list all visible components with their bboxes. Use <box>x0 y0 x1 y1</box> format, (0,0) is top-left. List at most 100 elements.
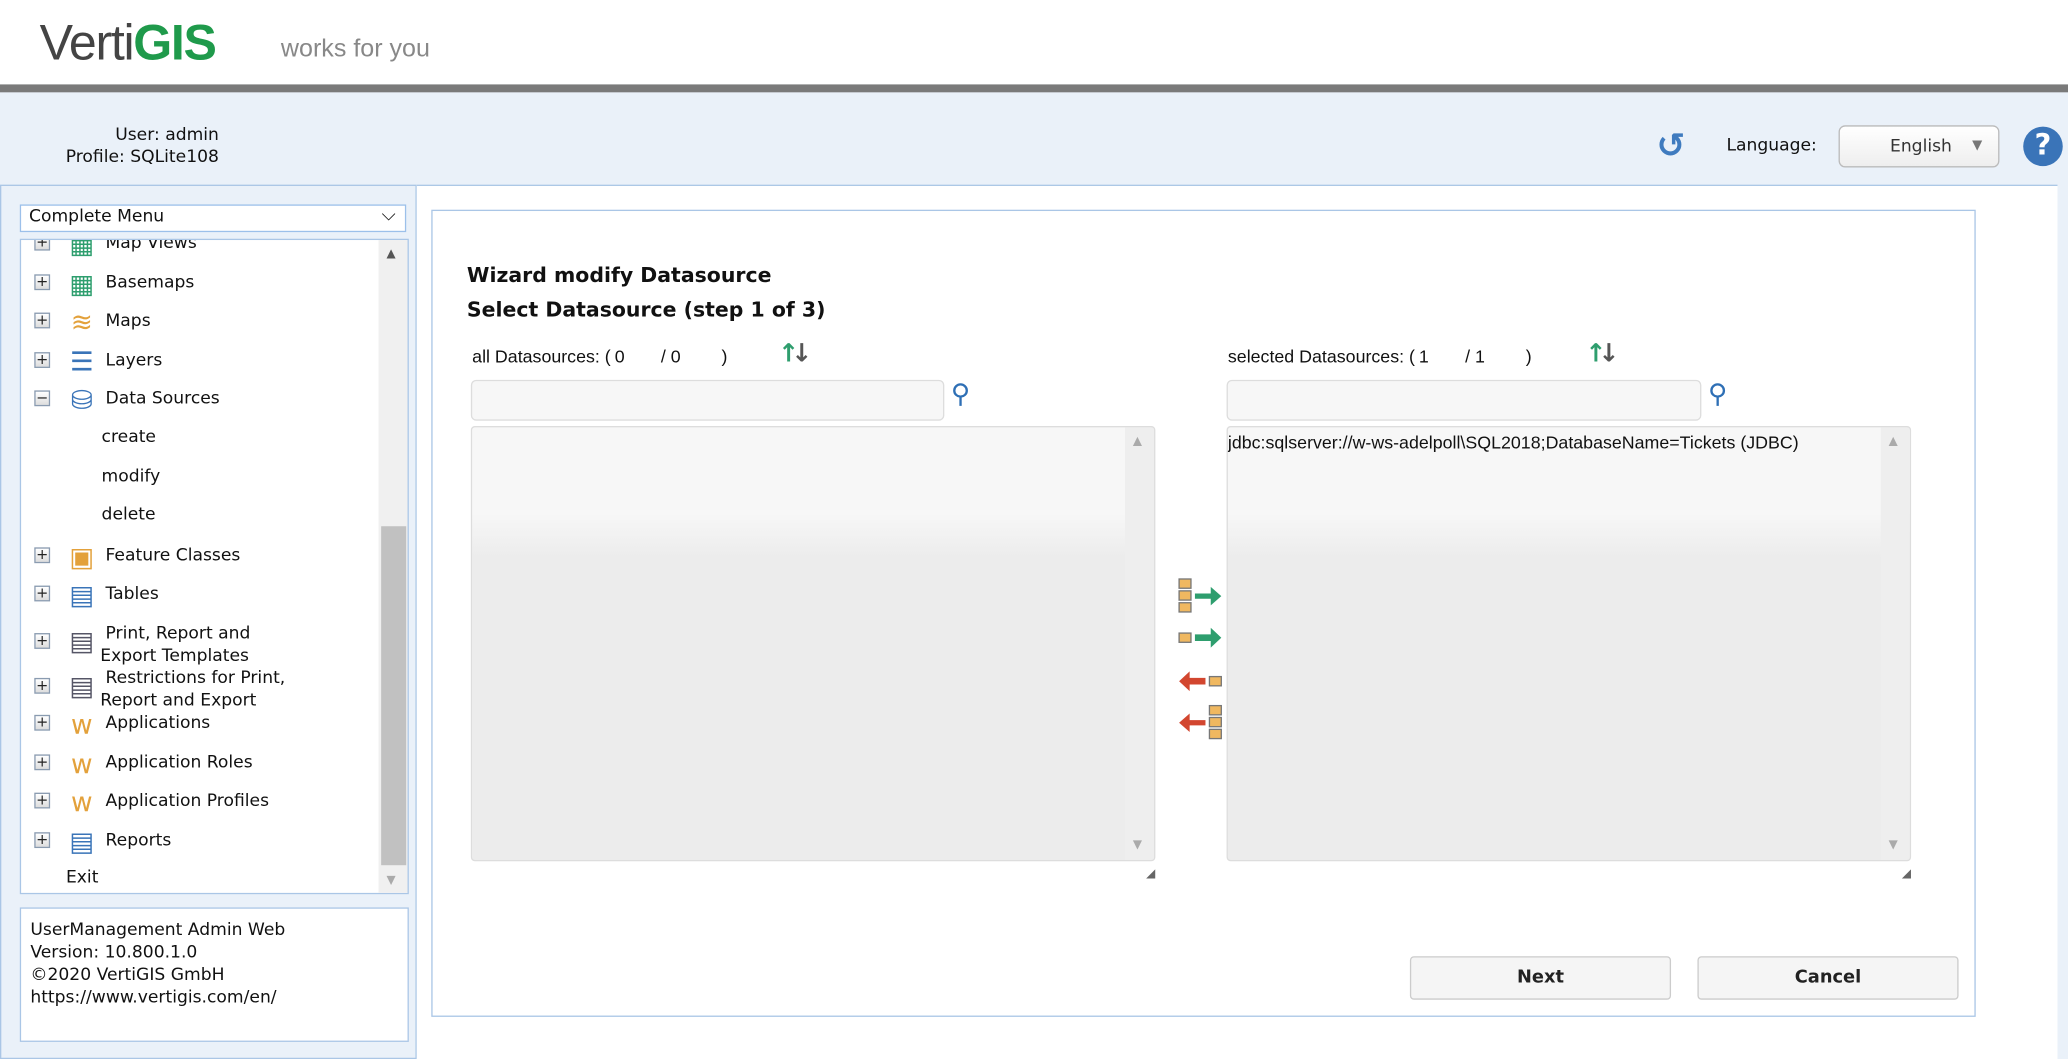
menu-item-label: Map Views <box>105 238 197 254</box>
next-button[interactable]: Next <box>1409 956 1672 1000</box>
menu-item-map-views[interactable]: + ▦ Map Views <box>21 238 377 260</box>
menu-item-layers[interactable]: + ☰ Layers <box>21 344 377 377</box>
menu-item-restrictions[interactable]: + ▤ Restrictions for Print, Report and Expo… <box>21 662 377 711</box>
all-datasources-list[interactable]: ▲ ▼ <box>470 426 1156 862</box>
expand-icon[interactable]: + <box>34 350 51 368</box>
list-scrollbar[interactable]: ▲ ▼ <box>1125 427 1155 860</box>
list-scrollbar[interactable]: ▲ ▼ <box>1880 427 1910 860</box>
language-label: Language: <box>1726 135 1817 156</box>
move-selected-right-icon[interactable] <box>1176 625 1223 651</box>
menu-item-application-profiles[interactable]: + w Application Profiles <box>21 785 377 818</box>
expand-icon[interactable]: + <box>34 791 51 809</box>
menu-item-maps[interactable]: + ≋ Maps <box>21 305 377 338</box>
all-total-count: 0 <box>670 346 681 367</box>
menu-item-reports[interactable]: + ▤ Reports <box>21 824 377 858</box>
app-version: Version: 10.800.1.0 <box>30 943 198 963</box>
search-icon[interactable]: ⚲ <box>950 377 971 409</box>
menu-item-label: Data Sources <box>105 389 220 410</box>
user-info: User: admin Profile: SQLite108 <box>40 124 219 169</box>
menu-item-label: Application Profiles <box>105 791 270 812</box>
expand-icon[interactable]: + <box>34 676 51 694</box>
selected-datasources-list[interactable]: jdbc:sqlserver://w-ws-adelpoll\SQL2018;D… <box>1226 426 1912 862</box>
menu-item-label: Applications <box>105 713 211 734</box>
move-all-left-icon[interactable] <box>1176 704 1223 741</box>
selected-shown-count: 1 <box>1418 346 1429 367</box>
sep: / <box>660 346 666 367</box>
language-select[interactable]: English ▼ <box>1838 125 2000 168</box>
submenu-item-delete[interactable]: delete <box>101 505 156 526</box>
expand-icon[interactable]: + <box>34 545 51 563</box>
sort-icon[interactable]: ↑↓ <box>1585 338 1619 368</box>
tagline: works for you <box>280 35 430 64</box>
submenu-item-modify[interactable]: modify <box>101 466 161 487</box>
menu-item-label: Reports <box>105 830 172 851</box>
scroll-up-icon[interactable]: ▲ <box>386 247 396 262</box>
menu-item-tables[interactable]: + ▤ Tables <box>21 578 377 612</box>
submenu-item-create[interactable]: create <box>101 427 157 448</box>
move-all-right-icon[interactable] <box>1176 578 1223 615</box>
tree-scrollbar[interactable]: ▲ ▼ <box>378 240 408 893</box>
data-sources-icon: ⛁ <box>70 384 93 416</box>
menu-tree: + ▦ Map Views + ▦ Basemaps + ≋ Maps + ☰ Layers − ⛁ Dat… <box>19 238 409 895</box>
menu-item-basemaps[interactable]: + ▦ Basemaps <box>21 266 377 299</box>
all-shown-count: 0 <box>614 346 625 367</box>
expand-icon[interactable]: + <box>34 272 51 290</box>
app-info: UserManagement Admin Web Version: 10.800… <box>19 907 409 1042</box>
selected-datasources-header: selected Datasources: (1/ 1) <box>1228 347 1532 367</box>
scroll-thumb[interactable] <box>381 526 407 866</box>
menu-item-label: Restrictions for Print, <box>105 668 286 689</box>
expand-icon[interactable]: + <box>34 311 51 329</box>
scroll-down-icon[interactable]: ▼ <box>386 874 396 888</box>
resize-grip-icon[interactable]: ◢ <box>1146 867 1156 882</box>
collapse-icon[interactable]: − <box>34 389 51 407</box>
reports-icon: ▤ <box>69 825 95 858</box>
header: VertiGIS works for you <box>0 0 2068 85</box>
scroll-up-icon[interactable]: ▲ <box>1132 435 1143 449</box>
menu-item-applications[interactable]: + w Applications <box>21 707 377 740</box>
expand-icon[interactable]: + <box>34 752 51 770</box>
paren: ) <box>721 346 728 367</box>
cancel-button[interactable]: Cancel <box>1697 956 1959 1000</box>
scroll-down-icon[interactable]: ▼ <box>1132 838 1143 853</box>
menu-item-print-templates[interactable]: + ▤ Print, Report and Export Templates <box>21 617 377 666</box>
exit-link[interactable]: Exit <box>65 868 99 889</box>
paren: ( <box>604 346 611 367</box>
list-item[interactable]: jdbc:sqlserver://w-ws-adelpoll\SQL2018;D… <box>1227 432 1799 453</box>
all-datasources-header: all Datasources: (0/ 0) <box>472 347 727 367</box>
menu-item-application-roles[interactable]: + w Application Roles <box>21 746 377 779</box>
scroll-up-icon[interactable]: ▲ <box>1888 435 1898 449</box>
expand-icon[interactable]: + <box>34 631 51 649</box>
expand-icon[interactable]: + <box>34 713 51 731</box>
menu-select[interactable]: Complete Menu ⌵ <box>19 204 407 233</box>
menu-item-label: Application Roles <box>105 752 253 773</box>
print-templates-icon: ▤ <box>69 625 95 657</box>
scroll-down-icon[interactable]: ▼ <box>1888 838 1898 853</box>
resize-grip-icon[interactable]: ◢ <box>1901 867 1911 882</box>
menu-item-feature-classes[interactable]: + ▣ Feature Classes <box>21 539 377 573</box>
help-icon[interactable]: ? <box>2023 126 2063 167</box>
expand-icon[interactable]: + <box>34 830 51 848</box>
sep: / <box>1465 346 1471 367</box>
feature-classes-icon: ▣ <box>69 540 95 573</box>
sort-icon[interactable]: ↑↓ <box>778 338 812 368</box>
vertigis-link[interactable]: https://www.vertigis.com/en/ <box>30 987 277 1008</box>
menu-item-label-line2: Export Templates <box>100 646 249 667</box>
paren: ) <box>1525 346 1532 367</box>
logo-text: Verti <box>39 15 135 72</box>
search-icon[interactable]: ⚲ <box>1707 377 1728 409</box>
all-datasources-search[interactable] <box>470 379 945 421</box>
app-name: UserManagement Admin Web <box>30 920 286 941</box>
menu-item-data-sources[interactable]: − ⛁ Data Sources <box>21 383 377 416</box>
menu-item-label: Print, Report and <box>105 623 251 644</box>
application-profiles-icon: w <box>70 786 93 818</box>
menu-item-label: Layers <box>105 350 163 371</box>
selected-datasources-search[interactable] <box>1226 379 1702 421</box>
expand-icon[interactable]: + <box>34 240 51 251</box>
basemaps-icon: ▦ <box>69 267 95 299</box>
tables-icon: ▤ <box>69 579 95 612</box>
layers-icon: ☰ <box>69 345 94 377</box>
expand-icon[interactable]: + <box>34 584 51 602</box>
move-selected-left-icon[interactable] <box>1176 669 1223 695</box>
refresh-icon[interactable]: ↺ <box>1656 126 1686 167</box>
